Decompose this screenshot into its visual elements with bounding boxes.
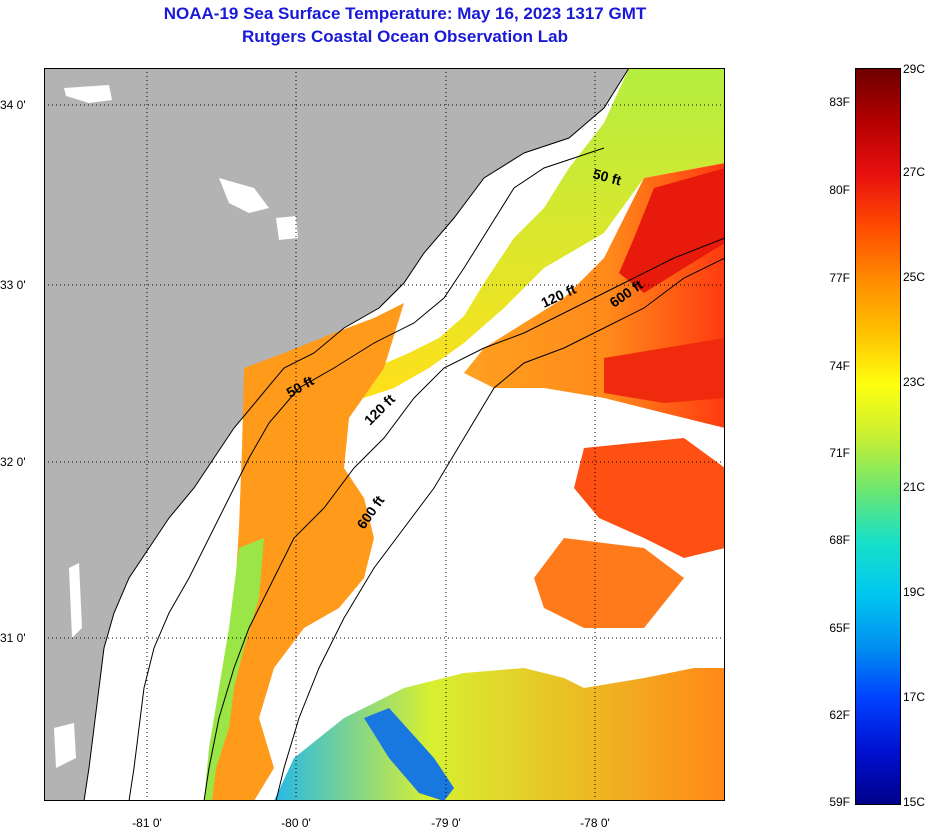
colorbar-f-label: 77F <box>829 271 850 285</box>
colorbar-f-label: 68F <box>829 533 850 547</box>
map-title: NOAA-19 Sea Surface Temperature: May 16,… <box>0 3 810 25</box>
map-subtitle: Rutgers Coastal Ocean Observation Lab <box>0 26 810 48</box>
colorbar-c-label: 15C <box>903 795 925 809</box>
colorbar-f-label: 62F <box>829 708 850 722</box>
colorbar-c-label: 21C <box>903 480 925 494</box>
colorbar-f-label: 74F <box>829 359 850 373</box>
lon-label: -79 0' <box>431 816 461 830</box>
colorbar-f-label: 80F <box>829 183 850 197</box>
colorbar-f-label: 59F <box>829 795 850 809</box>
colorbar-f-label: 65F <box>829 621 850 635</box>
lon-label: -81 0' <box>132 816 162 830</box>
colorbar-c-label: 19C <box>903 585 925 599</box>
sst-map: 50 ft 120 ft 600 ft 50 ft 120 ft 600 ft <box>44 68 725 801</box>
colorbar-c-label: 27C <box>903 165 925 179</box>
colorbar-c-label: 25C <box>903 270 925 284</box>
colorbar-f-label: 83F <box>829 95 850 109</box>
temperature-colorbar <box>855 68 901 805</box>
land-cloud-patch <box>276 216 298 240</box>
sst-map-canvas: 50 ft 120 ft 600 ft 50 ft 120 ft 600 ft <box>44 68 725 801</box>
colorbar-c-label: 17C <box>903 690 925 704</box>
lon-label: -80 0' <box>281 816 311 830</box>
lat-label: 32 0' <box>0 455 26 469</box>
lat-label: 33 0' <box>0 278 26 292</box>
lat-label: 31 0' <box>0 631 26 645</box>
lat-label: 34 0' <box>0 98 26 112</box>
colorbar-f-label: 71F <box>829 446 850 460</box>
lon-label: -78 0' <box>580 816 610 830</box>
colorbar-c-label: 23C <box>903 375 925 389</box>
colorbar-c-label: 29C <box>903 62 925 76</box>
